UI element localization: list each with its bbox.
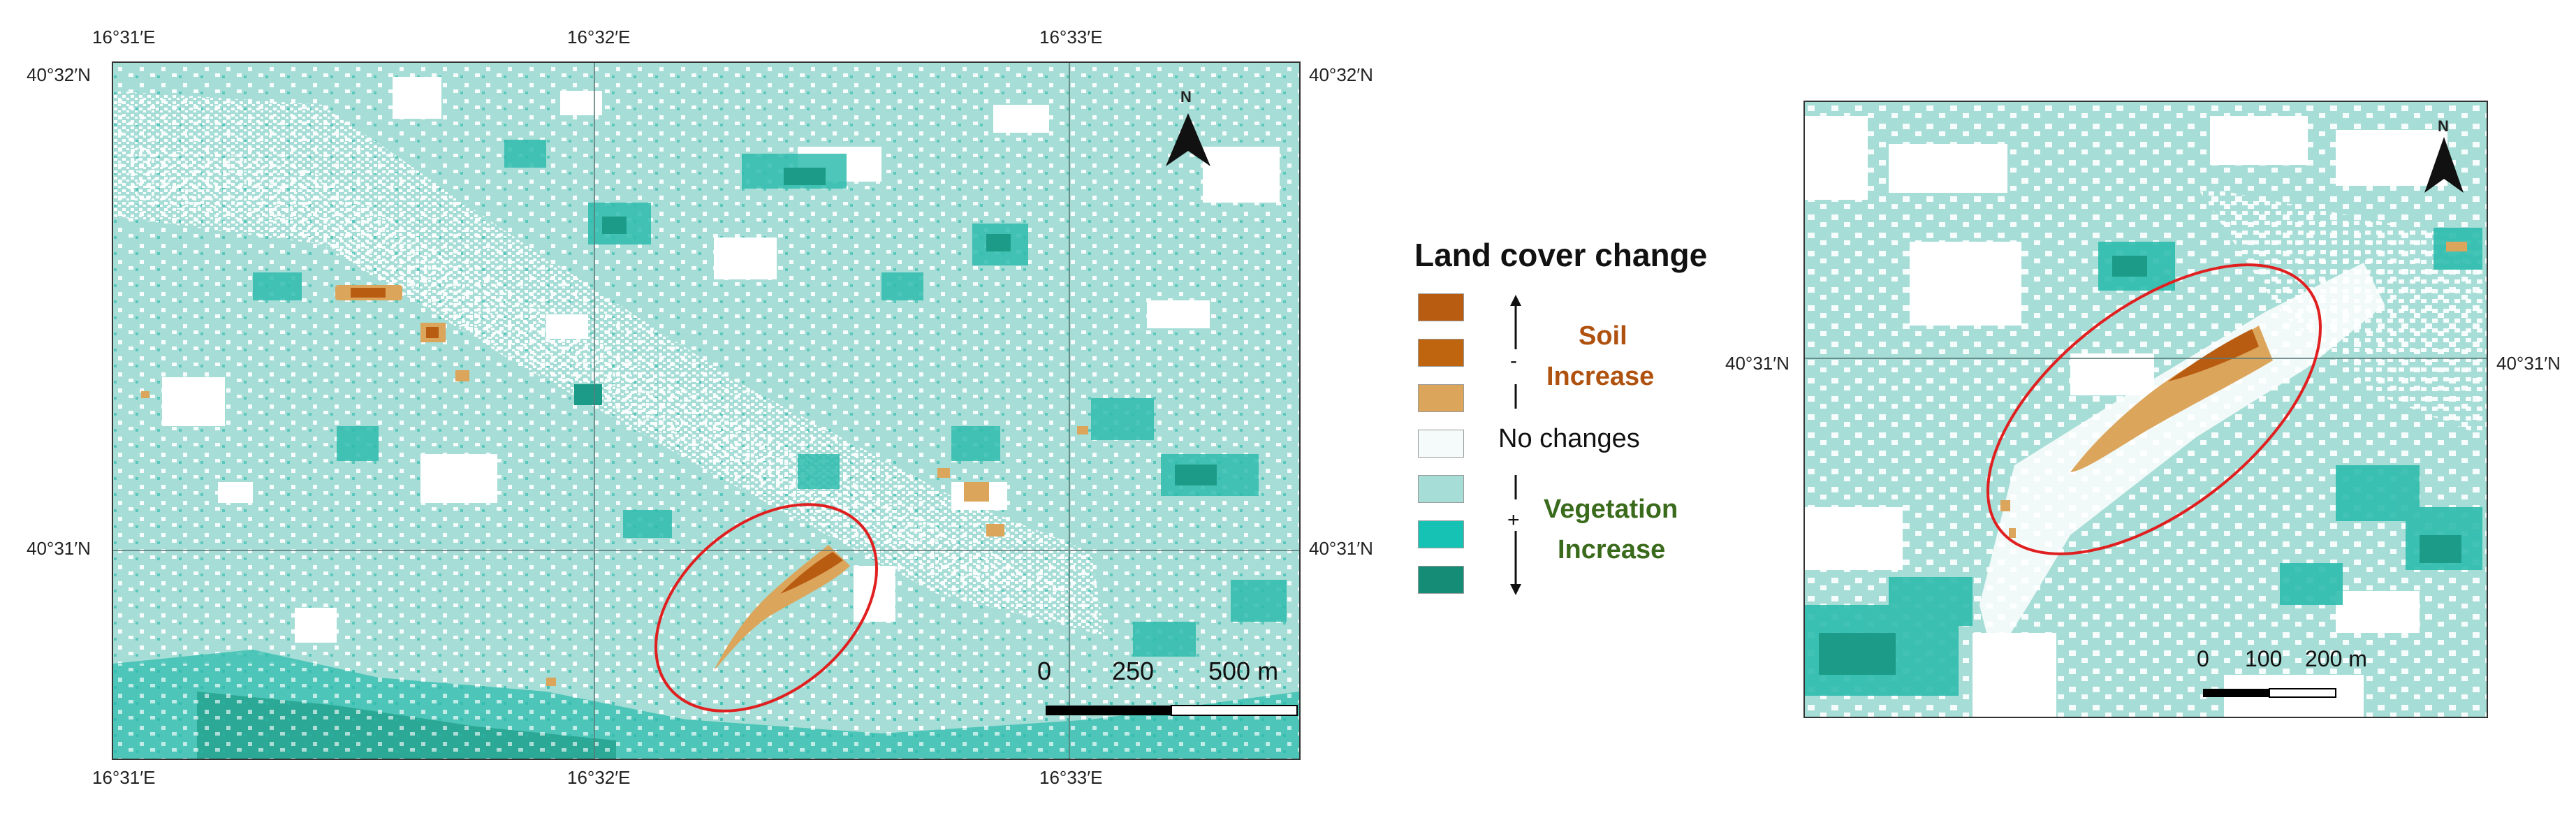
left-map-frame	[112, 61, 1301, 760]
legend-soil-label-line2: Increase	[1546, 362, 1655, 391]
right-scale-tick-label: 200 m	[2305, 646, 2367, 671]
left-map-right-lat-label: 40°32′N	[1309, 64, 1373, 85]
left-map-raster	[113, 63, 1299, 759]
right-scale-bar	[2203, 688, 2336, 698]
left-scale-tick-label: 500 m	[1208, 657, 1279, 685]
left-map-left-lat-label: 40°32′N	[27, 64, 91, 85]
legend-swatch-soil-mid	[1418, 339, 1464, 367]
legend-swatch-veg-low	[1418, 475, 1464, 503]
right-north-arrow-icon	[2424, 137, 2464, 193]
legend-veg-label-line2: Increase	[1558, 535, 1666, 564]
right-scale-tick-label: 100	[2245, 646, 2283, 671]
legend-title: Land cover change	[1414, 237, 1708, 273]
legend-veg-label-line1: Vegetation	[1544, 495, 1678, 524]
right-north-label: N	[2438, 117, 2449, 135]
left-map-top-lon-label: 16°33′E	[1039, 27, 1103, 48]
legend-swatch-veg-mid	[1418, 520, 1464, 548]
left-map-right-lat-label: 40°31′N	[1309, 538, 1373, 559]
left-scale-bar	[1046, 705, 1298, 716]
left-map-bottom-lon-label: 16°32′E	[567, 767, 631, 788]
legend-swatch-soil-low	[1418, 384, 1464, 412]
legend-swatch-veg-high	[1418, 566, 1464, 594]
left-map-bottom-lon-label: 16°33′E	[1039, 767, 1103, 788]
right-scale-tick-label: 0	[2197, 646, 2209, 671]
left-north-arrow-icon	[1166, 113, 1210, 166]
legend-minus-sign: -	[1510, 349, 1517, 372]
left-map-top-lon-label: 16°32′E	[567, 27, 631, 48]
right-map-raster	[1805, 102, 2487, 717]
right-map-right-lat-label: 40°31′N	[2496, 353, 2561, 374]
right-map-left-lat-label: 40°31′N	[1725, 353, 1790, 374]
left-map-bottom-lon-label: 16°31′E	[92, 767, 156, 788]
left-north-label: N	[1180, 88, 1192, 105]
left-map-left-lat-label: 40°31′N	[27, 538, 91, 559]
legend-arrows	[1510, 295, 1521, 595]
left-scale-tick-label: 0	[1037, 657, 1052, 685]
arrow-up-icon	[1510, 295, 1521, 349]
legend-soil-label-line1: Soil	[1579, 321, 1627, 351]
legend-swatch-no-change	[1418, 430, 1464, 458]
left-map-top-lon-label: 16°31′E	[92, 27, 156, 48]
legend-swatch-soil-high	[1418, 293, 1464, 321]
right-map-frame	[1803, 101, 2488, 718]
arrow-down-icon	[1510, 531, 1521, 595]
legend-no-change-label: No changes	[1498, 424, 1640, 453]
left-scale-tick-label: 250	[1112, 657, 1155, 685]
legend-plus-sign: +	[1507, 509, 1520, 532]
